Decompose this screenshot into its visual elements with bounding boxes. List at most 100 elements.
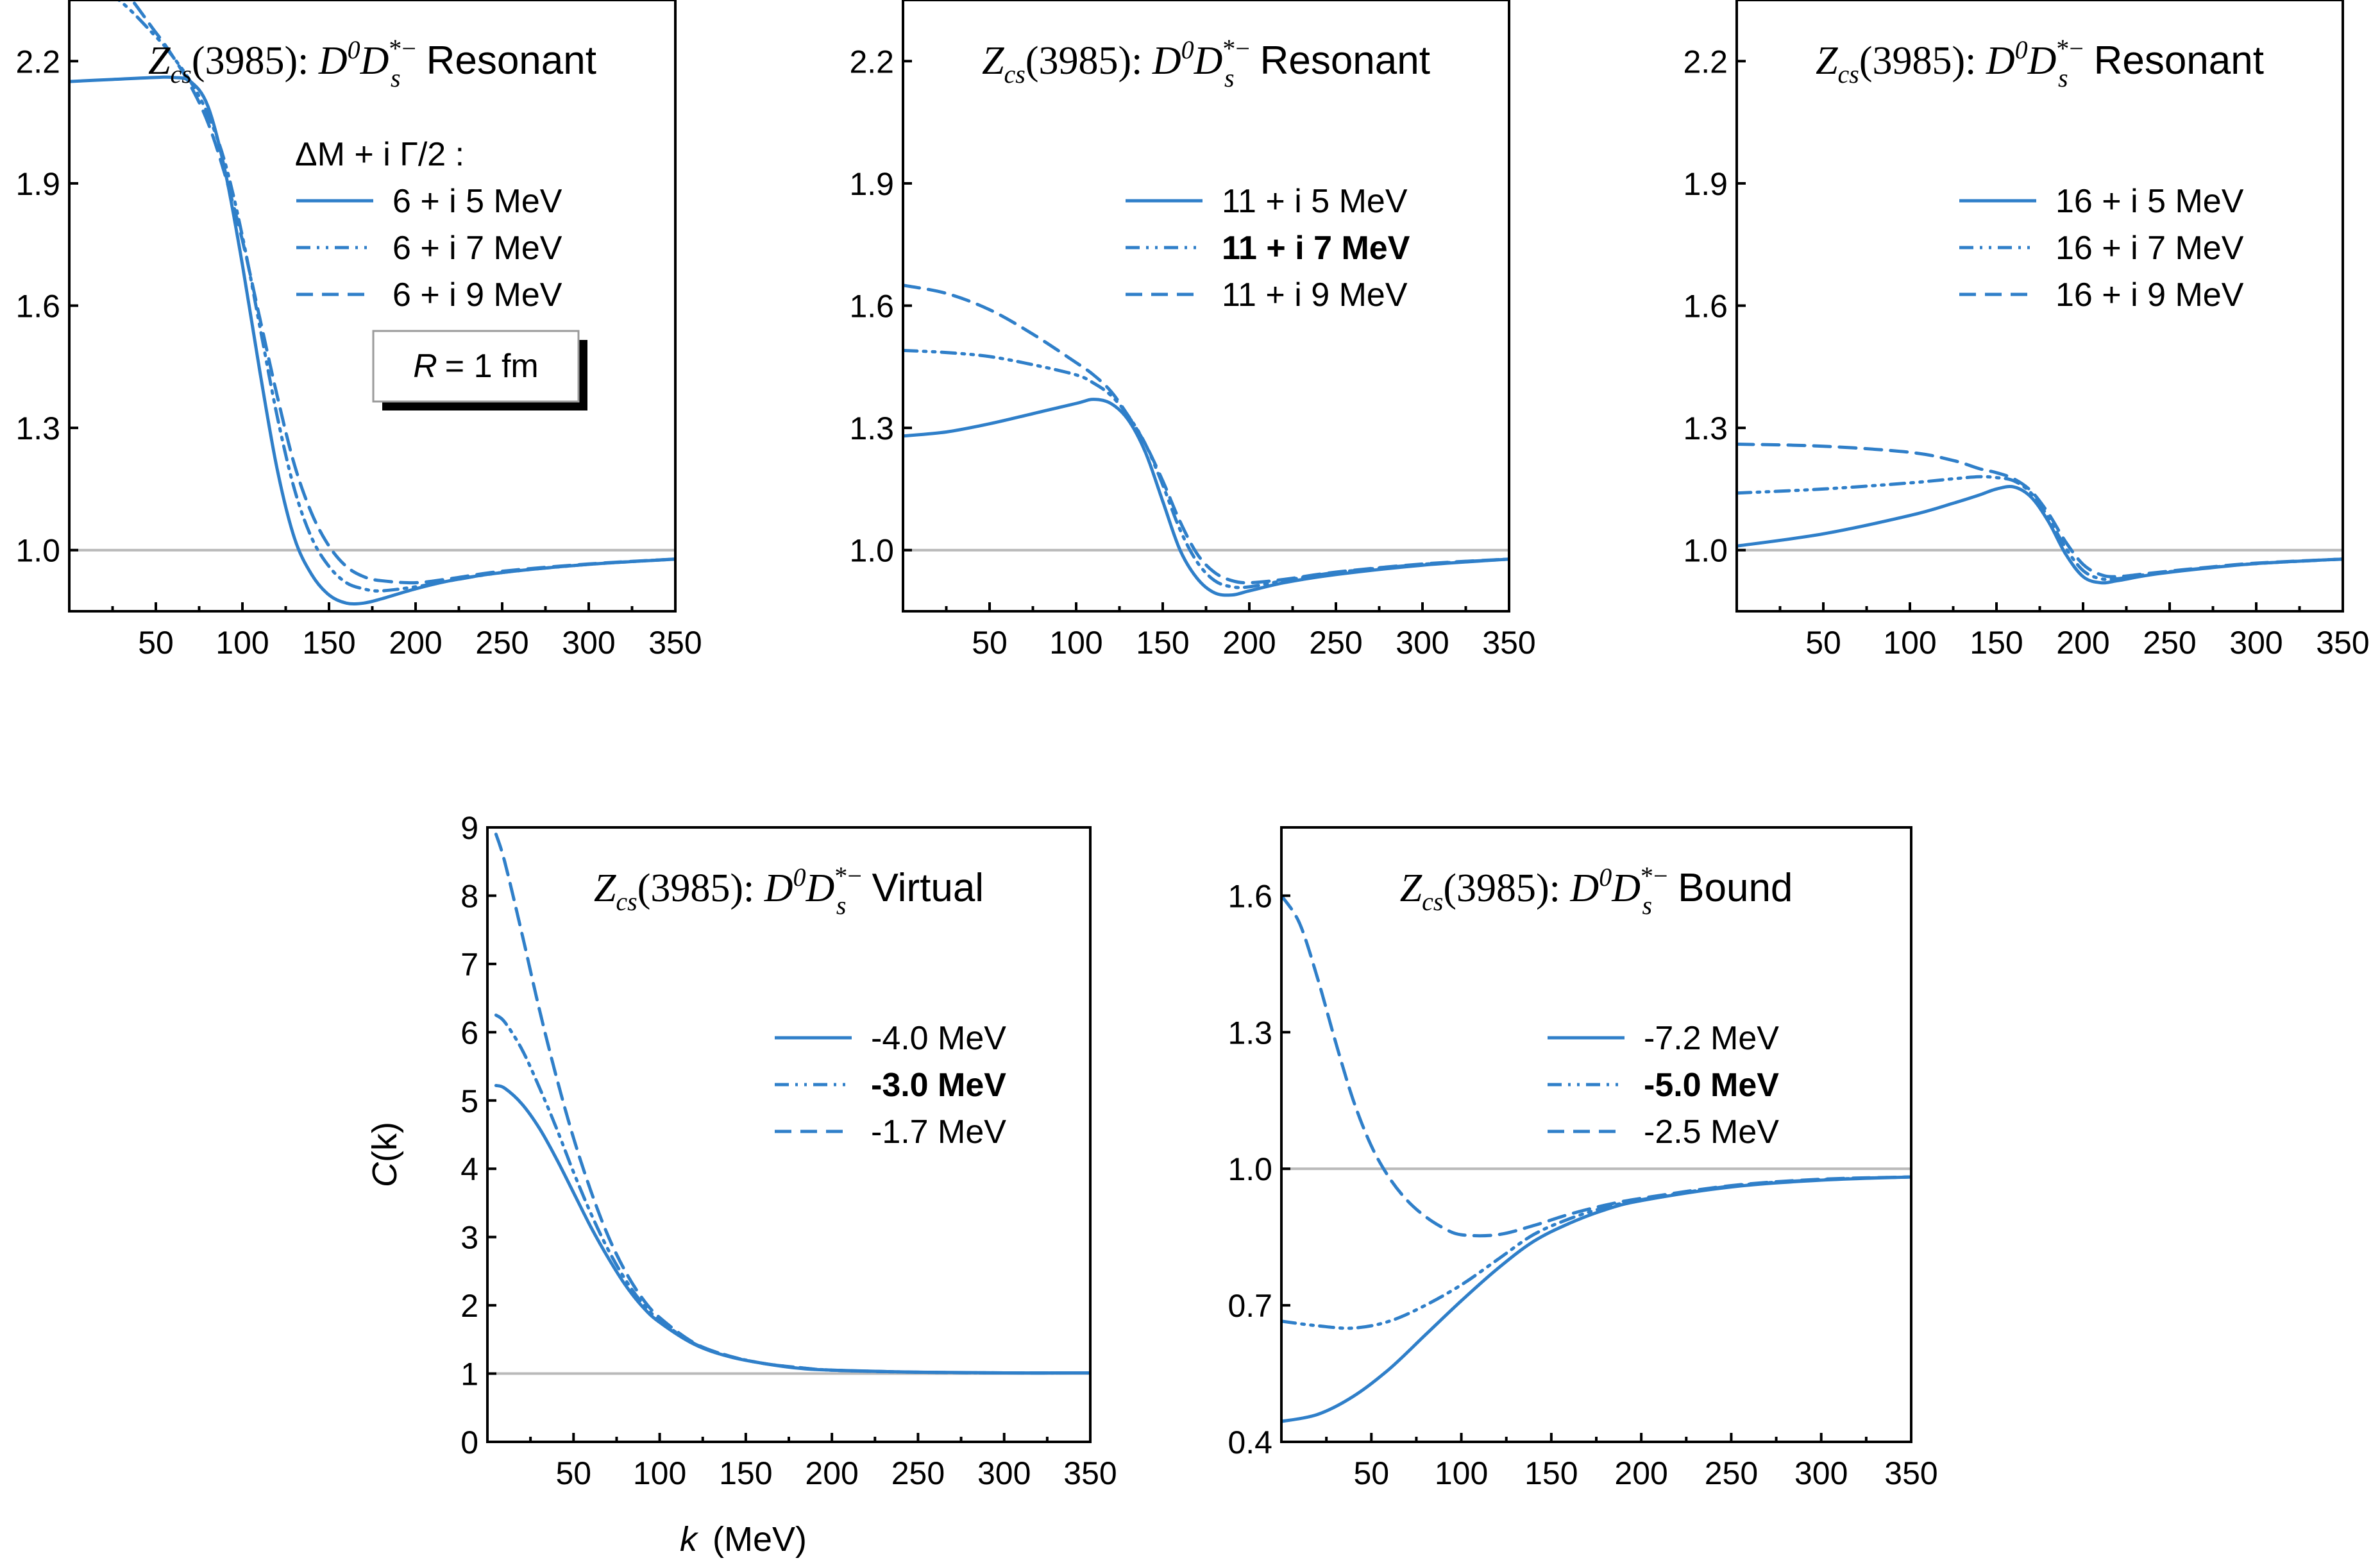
title-mass: (3985): [1025, 39, 1152, 83]
series-line-3 [1737, 443, 2343, 579]
legend-label-1: 16 + i 5 MeV [2055, 183, 2244, 220]
panel-title: Zcs(3985): D0D*− s Resonant [1816, 34, 2264, 92]
title-z: Z [1400, 867, 1422, 910]
title-mass: (3985): [1443, 867, 1570, 910]
y-tick-label: 1.0 [15, 533, 60, 569]
title-sub-cs: cs [1422, 887, 1443, 916]
x-tick-label: 250 [475, 625, 528, 661]
y-tick-label: 7 [460, 947, 478, 983]
x-tick-label: 200 [805, 1455, 858, 1491]
y-tick-label: 1.6 [1228, 878, 1272, 914]
x-tick-label: 200 [1614, 1455, 1667, 1491]
series-line-3 [903, 283, 1509, 585]
plot-frame [1735, 0, 2344, 613]
title-z: Z [1816, 39, 1838, 83]
x-tick-label: 200 [389, 625, 442, 661]
x-axis-title-k: k [680, 1520, 699, 1559]
x-tick-label: 300 [2229, 625, 2283, 661]
chart-panel-2: 50 100 150 200 250 300 350 1.0 1.3 1.6 1.9 2.2 Zcs(3… [849, 0, 1536, 661]
y-tick-label: 9 [460, 810, 478, 846]
legend-label-2: -5.0 MeV [1644, 1067, 1779, 1104]
svg-text:k(MeV): k (MeV) [680, 1520, 807, 1559]
legend-label-3: 16 + i 9 MeV [2055, 276, 2244, 314]
series-line-3 [130, 0, 675, 585]
title-z: Z [594, 867, 616, 910]
series-line-2 [903, 348, 1509, 589]
title-d1: D [764, 867, 793, 910]
x-tick-label: 100 [633, 1455, 686, 1491]
title-d1: D [1152, 39, 1181, 83]
legend-label-3: 6 + i 9 MeV [392, 276, 562, 314]
series-line-2 [115, 0, 675, 593]
svg-text:C(k): C(k) [366, 1122, 404, 1187]
y-tick-label: 1.6 [849, 289, 894, 325]
x-tick-label: 350 [1884, 1455, 1937, 1491]
panel-title: Zcs(3985): D0D*− s Bound [1400, 861, 1793, 920]
x-tick-label: 100 [215, 625, 269, 661]
title-d2: D [806, 867, 835, 910]
legend-label-3: -2.5 MeV [1644, 1113, 1779, 1151]
x-tick-label: 50 [138, 625, 174, 661]
x-tick-label: 50 [555, 1455, 591, 1491]
x-tick-label: 350 [1063, 1455, 1117, 1491]
series-group [903, 283, 1509, 597]
x-tick-label: 100 [1883, 625, 1936, 661]
y-tick-label: 1 [460, 1357, 478, 1392]
y-tick-label: 1.3 [1683, 410, 1728, 446]
y-axis-title: C(k) [366, 1122, 404, 1187]
y-tick-label: 0.7 [1228, 1288, 1272, 1324]
x-tick-label: 50 [1353, 1455, 1389, 1491]
title-sub-s: s [836, 891, 847, 920]
x-tick-label: 50 [972, 625, 1008, 661]
title-sub-cs: cs [1004, 60, 1025, 89]
y-tick-label: 1.3 [849, 410, 894, 446]
x-tick-label: 150 [719, 1455, 772, 1491]
series-line-3 [494, 833, 1090, 1375]
title-d1: D [1569, 867, 1599, 910]
title-d2: D [1611, 867, 1641, 910]
legend: ΔM + i Γ/2 : 6 + i 5 MeV 6 + i 7 MeV 6 + i … [295, 136, 587, 410]
series-group [1737, 443, 2343, 585]
legend-label-1: -7.2 MeV [1644, 1020, 1779, 1057]
chart-panel-1: 50 100 150 200 250 300 350 1.0 1.3 1.6 1.9 2.2 Zcs(3… [15, 0, 702, 661]
legend-label-2: 11 + i 7 MeV [1222, 230, 1410, 267]
plot-frame [1280, 826, 1912, 1443]
x-tick-label: 150 [1970, 625, 2023, 661]
series-line-1 [1281, 1175, 1911, 1423]
panel-title: Zcs(3985): D0D*− s Resonant [982, 34, 1430, 92]
r-box: R = 1 fm [372, 330, 587, 410]
legend-label-1: -4.0 MeV [871, 1020, 1006, 1057]
y-tick-label: 1.0 [1228, 1151, 1272, 1187]
legend: -4.0 MeV -3.0 MeV -1.7 MeV [775, 1020, 1006, 1151]
x-tick-label: 200 [1222, 625, 1276, 661]
panel-title-text: Zcs(3985): D0D*− s Bound [1400, 861, 1793, 920]
panel-title-text: Zcs(3985): D0D*− s Virtual [594, 861, 984, 920]
title-z: Z [982, 39, 1004, 83]
title-sub-s: s [391, 63, 401, 92]
title-sup-0: 0 [793, 863, 806, 892]
legend-label-3: -1.7 MeV [871, 1113, 1006, 1151]
title-kind: Resonant [1260, 38, 1430, 83]
y-tick-label: 2.2 [849, 44, 894, 80]
title-sup-0: 0 [1599, 863, 1612, 892]
x-tick-label: 150 [302, 625, 355, 661]
y-tick-label: 0.4 [1228, 1425, 1272, 1460]
r-box-text: R = 1 fm [413, 348, 539, 385]
x-tick-label: 150 [1136, 625, 1189, 661]
series-group [1281, 893, 1911, 1423]
r-box-value: = 1 fm [445, 348, 539, 385]
x-tick-label: 50 [1805, 625, 1841, 661]
x-tick-label: 250 [1309, 625, 1362, 661]
legend: -7.2 MeV -5.0 MeV -2.5 MeV [1548, 1020, 1779, 1151]
title-mass: (3985): [192, 39, 319, 83]
x-axis-title: k (MeV) [680, 1520, 807, 1559]
series-line-1 [494, 1083, 1090, 1375]
title-kind: Virtual [872, 866, 984, 910]
y-tick-label: 3 [460, 1220, 478, 1256]
x-tick-label: 250 [1705, 1455, 1758, 1491]
chart-panel-4: 50 100 150 200 250 300 350 0 1 2 3 4 5 6 7 8 9 Zcs(3985):… [460, 810, 1117, 1491]
y-tick-label: 2.2 [15, 44, 60, 80]
x-tick-label: 300 [1396, 625, 1449, 661]
legend: 11 + i 5 MeV 11 + i 7 MeV 11 + i 9 MeV [1126, 183, 1410, 314]
